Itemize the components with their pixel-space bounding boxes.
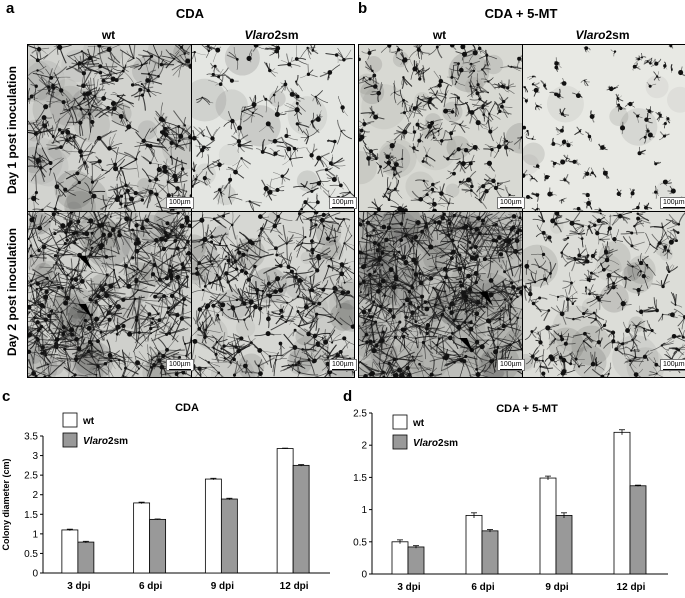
micrograph-grid-a [27,44,355,378]
y-tick-label: 1.5 [353,473,367,484]
panel-letter-b: b [358,0,368,17]
micrograph-mutant-day1 [192,45,354,211]
legend-label: wt [82,416,95,427]
y-tick-label: 3 [32,451,38,462]
bar [77,541,95,574]
y-tick-label: 2.5 [353,409,367,420]
y-tick-label: 1.5 [24,510,38,521]
legend-label: Vlaro2sm [83,436,128,447]
legend-swatch [392,434,408,450]
micrograph-wt-day1-5mt [359,45,522,211]
legend-label: wt [412,418,425,429]
y-tick-label: 0.5 [353,537,367,548]
scale-bar: 100µm [166,359,194,371]
panel-b-col-mutant: Vlaro2sm [575,28,630,42]
bar [220,498,238,574]
bar [481,530,499,575]
x-tick-label: 3 dpi [397,582,421,593]
y-tick-label: 2.5 [24,471,38,482]
legend-swatch [392,414,408,430]
y-tick-label: 1 [361,505,367,516]
bar [149,518,167,574]
bar [555,514,573,575]
scale-bar: 100µm [497,197,525,209]
x-tick-label: 9 dpi [211,581,235,592]
chart-c: 0 0.5 1 1.5 2 2.5 3 3.5 3 dpi 6 dpi 9 dpi 12 dpi CDA… [0,390,345,593]
y-tick-label: 0 [361,570,367,581]
y-tick-label: 2 [32,490,38,501]
y-tick-label: 1 [32,529,38,540]
bar [204,478,222,574]
chart-title: CDA + 5-MT [496,403,558,415]
panel-a-col-wt: wt [101,28,116,42]
scale-bar: 100µm [497,359,525,371]
chart-c-svg: 0 0.5 1 1.5 2 2.5 3 3.5 3 dpi 6 dpi 9 dpi 12 dpi CDA… [1,402,330,592]
scale-bar: 100µm [329,197,357,209]
legend-swatch [62,412,78,428]
bar [292,464,310,574]
x-tick-label: 12 dpi [617,582,646,593]
y-axis-label: Colony diameter (cm) [1,458,11,550]
x-tick-label: 3 dpi [67,581,91,592]
micrograph-wt-day2 [28,212,191,377]
row-label-day1: Day 1 post inoculation [5,66,19,195]
bar [465,514,483,575]
micrograph-grid-b [358,44,685,378]
panel-letter-c: c [2,388,11,405]
panel-a-col-mutant: Vlaro2sm [244,28,299,42]
legend-swatch [62,432,78,448]
scale-bar: 100µm [660,359,685,371]
micrograph-mutant-day2 [192,212,354,377]
y-tick-label: 2 [361,441,367,452]
bar [276,448,294,574]
grid-divider [28,211,354,212]
bar [613,431,631,575]
micrograph-mutant-day2-5mt [523,212,685,377]
panel-a-title: CDA [175,6,205,21]
micrograph-wt-day1 [28,45,191,211]
x-tick-label: 6 dpi [139,581,163,592]
x-tick-label: 6 dpi [471,582,495,593]
bar [629,485,647,575]
scale-bar: 100µm [166,197,194,209]
x-tick-label: 9 dpi [545,582,569,593]
panel-letter-d: d [343,388,353,405]
micrograph-wt-day2-5mt [359,212,522,377]
y-tick-label: 3.5 [24,432,38,443]
chart-d: 0 0.5 1 1.5 2 2.5 3 dpi 6 dpi 9 dpi 12 dpi CDA + 5… [340,390,685,593]
bar [61,529,79,574]
grid-divider [359,211,685,212]
y-tick-label: 0 [32,569,38,580]
bar [539,477,557,575]
bar [391,541,409,575]
scale-bar: 100µm [660,197,685,209]
legend-label: Vlaro2sm [413,438,458,449]
y-tick-label: 0.5 [24,549,38,560]
scale-bar: 100µm [329,359,357,371]
panel-letter-a: a [6,0,15,17]
row-label-day2: Day 2 post inoculation [5,228,19,357]
chart-d-svg: 0 0.5 1 1.5 2 2.5 3 dpi 6 dpi 9 dpi 12 dpi CDA + 5… [353,403,668,593]
micrograph-mutant-day1-5mt [523,45,685,211]
x-tick-label: 12 dpi [280,581,309,592]
chart-title: CDA [175,402,199,414]
bar [133,502,151,574]
panel-b-title: CDA + 5-MT [484,6,558,21]
panel-b-col-wt: wt [432,28,447,42]
bar [407,546,425,575]
